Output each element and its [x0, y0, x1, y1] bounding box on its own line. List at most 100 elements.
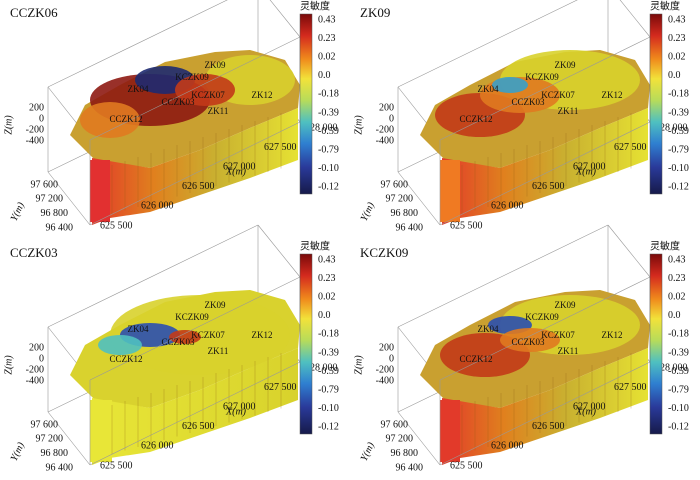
- x-tick-label: 626 500: [532, 421, 565, 432]
- colorbar-label: -0.18: [668, 89, 689, 100]
- colorbar-label: -0.10: [318, 163, 339, 174]
- y-tick-label: 96 800: [41, 208, 69, 219]
- y-tick-label: 96 400: [46, 222, 74, 233]
- colorbar-label: -0.12: [668, 182, 689, 193]
- volume-front: [442, 108, 648, 225]
- z-tick-label: -400: [26, 135, 44, 146]
- x-tick-label: 627 000: [573, 401, 606, 412]
- x-tick-label: 628 000: [305, 122, 338, 133]
- colorbar-label: 0.02: [668, 291, 686, 302]
- box-edge: [619, 0, 651, 38]
- colorbar: [649, 253, 663, 435]
- box-edge: [607, 224, 651, 278]
- box-edge: [397, 171, 441, 226]
- y-tick-label: 97 600: [31, 419, 59, 430]
- colorbar-label: -0.18: [318, 89, 339, 100]
- well-label: ZK04: [478, 84, 499, 94]
- x-tick-label: 625 500: [450, 460, 483, 471]
- colorbar-label: -0.79: [318, 144, 339, 155]
- y-tick-label: 96 800: [391, 208, 419, 219]
- colorbar-label: 0.0: [668, 70, 681, 81]
- z-axis-label: Z(m): [353, 355, 364, 375]
- x-tick-label: 627 000: [573, 161, 606, 172]
- colorbar-label: -0.59: [668, 366, 689, 377]
- z-axis-label: Z(m): [3, 355, 14, 375]
- box-edge: [47, 0, 228, 88]
- colorbar-label: 0.43: [318, 254, 336, 265]
- y-tick-label: 96 400: [396, 462, 424, 473]
- colorbar-label: -0.79: [668, 144, 689, 155]
- y-tick-label: 97 200: [36, 434, 64, 445]
- y-tick-label: 97 200: [36, 194, 64, 205]
- volume-patch: [98, 335, 142, 355]
- well-label: KCZK07: [541, 330, 575, 340]
- colorbar-label: -0.39: [318, 347, 339, 358]
- volume-end: [440, 160, 460, 222]
- y-tick-label: 97 600: [31, 179, 59, 190]
- x-tick-label: 626 500: [182, 181, 215, 192]
- y-tick-label: 97 600: [381, 179, 409, 190]
- colorbar-label: -0.39: [668, 347, 689, 358]
- x-tick-label: 628 000: [305, 362, 338, 373]
- volume-patch: [80, 102, 140, 138]
- colorbar-label: -0.10: [668, 403, 689, 414]
- z-tick-label: 0: [389, 113, 394, 124]
- colorbar-label: -0.39: [668, 107, 689, 118]
- well-label: ZK04: [478, 324, 499, 334]
- x-tick-label: 627 000: [223, 401, 256, 412]
- well-label: KCZK07: [541, 90, 575, 100]
- well-label: ZK09: [555, 300, 576, 310]
- colorbar-label: -0.12: [318, 422, 339, 433]
- well-label: KCZK09: [525, 72, 559, 82]
- z-axis-label: Z(m): [3, 115, 14, 135]
- colorbar-label: 0.23: [668, 273, 686, 284]
- colorbar-label: 0.0: [668, 310, 681, 321]
- colorbar-label: -0.59: [668, 126, 689, 137]
- z-axis-label: Z(m): [353, 115, 364, 135]
- well-label: ZK11: [558, 106, 579, 116]
- x-tick-label: 625 500: [100, 220, 133, 231]
- x-tick-label: 626 500: [532, 181, 565, 192]
- well-label: KCZK09: [525, 312, 559, 322]
- colorbar: [649, 13, 663, 195]
- volume-front: [442, 348, 648, 465]
- z-tick-label: -400: [376, 135, 394, 146]
- colorbar-label: -0.59: [318, 126, 339, 137]
- box-edge: [89, 276, 301, 381]
- x-tick-label: 627 500: [614, 382, 647, 393]
- colorbar-title: 灵敏度: [300, 0, 330, 12]
- well-label: ZK09: [205, 300, 226, 310]
- x-tick-label: 627 500: [264, 142, 297, 153]
- x-tick-label: 626 000: [141, 441, 174, 452]
- box-edge: [89, 121, 301, 226]
- well-label: ZK11: [558, 346, 579, 356]
- colorbar-label: 0.02: [318, 51, 336, 62]
- colorbar-label: -0.10: [668, 163, 689, 174]
- well-label: KCZK07: [191, 330, 225, 340]
- colorbar-label: -0.79: [668, 384, 689, 395]
- box-edge: [47, 171, 91, 226]
- volume-patch: [500, 328, 560, 352]
- x-tick-label: 628 000: [655, 122, 688, 133]
- box-edge: [47, 224, 259, 328]
- box-edge: [397, 0, 578, 88]
- z-tick-label: -200: [26, 124, 44, 135]
- box-edge: [269, 0, 301, 38]
- well-label: KCZK09: [175, 72, 209, 82]
- box-edge: [89, 36, 301, 141]
- well-label: ZK09: [555, 60, 576, 70]
- colorbar-label: 0.02: [318, 291, 336, 302]
- well-label: CCZK03: [511, 97, 545, 107]
- z-tick-label: 0: [389, 353, 394, 364]
- colorbar-label: 0.23: [668, 33, 686, 44]
- y-tick-label: 96 400: [46, 462, 74, 473]
- volume-front: [92, 108, 298, 225]
- y-tick-label: 97 200: [386, 194, 414, 205]
- x-tick-label: 627 000: [223, 161, 256, 172]
- x-tick-label: 627 500: [264, 382, 297, 393]
- x-axis-label: X(m): [225, 406, 247, 417]
